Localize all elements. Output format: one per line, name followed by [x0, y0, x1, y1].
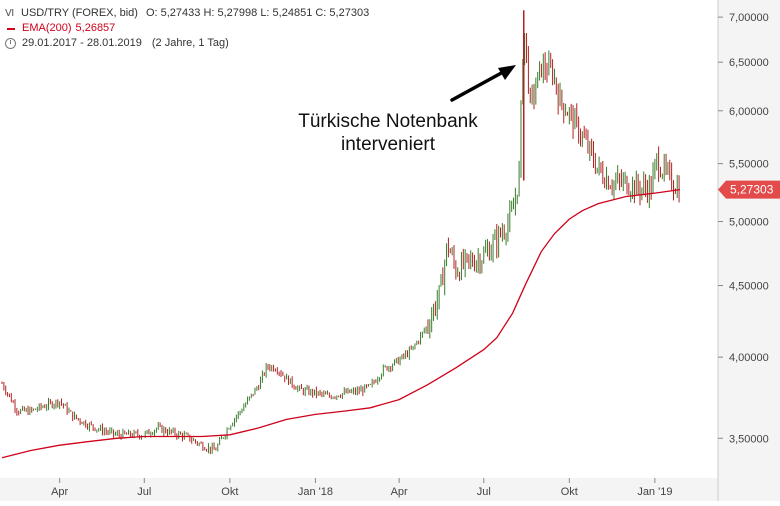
x-tick-label: Jul [477, 486, 491, 498]
legend-period-row: 29.01.2017 - 28.01.2019 (2 Jahre, 1 Tag) [5, 36, 369, 51]
x-tick-label: Okt [561, 486, 578, 498]
last-price-badge [718, 180, 780, 199]
legend-instrument-row: Ⅵ USD/TRY (FOREX, bid) O: 5,27433 H: 5,2… [5, 6, 369, 21]
y-tick-label: 4,50000 [729, 281, 769, 293]
y-tick-label: 4,00000 [729, 352, 769, 364]
last-price-label: 5,27303 [730, 183, 774, 197]
y-tick-label: 6,00000 [729, 106, 769, 118]
legend-ema-row: EMA(200) 5,26857 [5, 21, 369, 36]
candlestick-icon: Ⅵ [5, 8, 15, 19]
annotation-arrow-head [498, 65, 516, 80]
x-tick-label: Jan '18 [298, 486, 333, 498]
y-tick-label: 6,50000 [729, 57, 769, 69]
x-tick-label: Apr [51, 486, 68, 498]
x-tick-label: Jan '19 [637, 486, 672, 498]
annotation-line-1: Türkische Notenbank [298, 111, 478, 132]
x-tick-label: Jul [137, 486, 151, 498]
y-axis-panel [718, 0, 780, 501]
legend-instrument: USD/TRY (FOREX, bid) [21, 7, 138, 19]
annotation-line-2: interveniert [341, 134, 435, 155]
annotation-arrow-shaft [450, 69, 507, 102]
x-tick-label: Apr [391, 486, 408, 498]
y-tick-label: 5,00000 [729, 217, 769, 229]
ema-line-icon [7, 27, 15, 30]
legend-period: 29.01.2017 - 28.01.2019 [22, 37, 142, 49]
y-tick-label: 7,00000 [729, 12, 769, 24]
x-axis-panel [0, 478, 718, 501]
chart-annotation: Türkische Notenbank interveniert [288, 110, 488, 156]
legend-ema-value: 5,26857 [75, 22, 116, 34]
y-tick-label: 5,50000 [729, 159, 769, 171]
legend-ohlc: O: 5,27433 H: 5,27998 L: 5,24851 C: 5,27… [145, 7, 370, 19]
legend-period-detail: (2 Jahre, 1 Tag) [151, 37, 229, 49]
y-tick-label: 3,50000 [729, 433, 769, 445]
clock-icon [5, 38, 16, 49]
chart-legend: Ⅵ USD/TRY (FOREX, bid) O: 5,27433 H: 5,2… [5, 6, 369, 51]
x-tick-label: Okt [221, 486, 238, 498]
ema-200-line [1, 188, 681, 459]
legend-ema-label: EMA(200) [22, 22, 72, 34]
